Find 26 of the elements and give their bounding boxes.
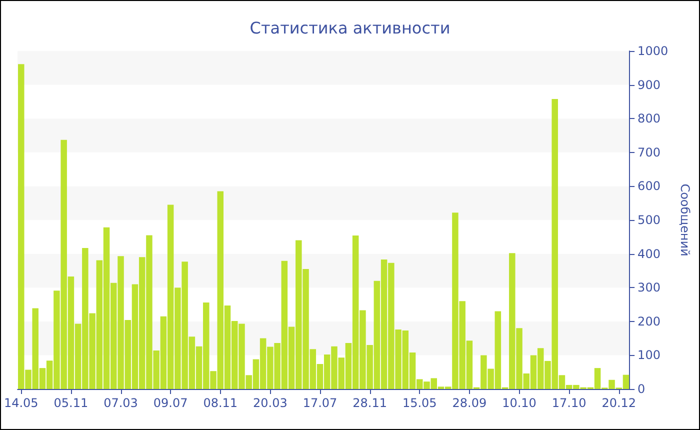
x-tick-label: 17.10: [552, 396, 586, 410]
y2-axis-title: Сообщений: [678, 184, 692, 256]
y2-tick-label: 300: [638, 280, 660, 295]
x-tick-label: 28.11: [352, 396, 387, 410]
y2-tick-label: 0: [638, 382, 646, 396]
y2-tick-label: 1000: [638, 44, 668, 58]
y2-tick-label: 200: [638, 314, 660, 328]
x-tick-label: 17.07: [302, 396, 338, 410]
x-tick-label: 10.10: [502, 396, 536, 410]
y2-tick-label: 700: [638, 145, 660, 160]
x-tick-label: 20.12: [602, 396, 636, 410]
x-tick-label: 14.05: [4, 396, 38, 410]
y2-tick-label: 500: [638, 213, 660, 227]
x-tick-label: 15.05: [402, 396, 437, 410]
y2-tick-label: 400: [638, 246, 660, 261]
x-tick-label: 28.09: [452, 396, 487, 410]
y2-tick-label: 800: [638, 112, 660, 126]
y2-tick-label: 600: [638, 179, 660, 194]
y2-tick-label: 100: [638, 348, 660, 362]
x-tick-label: 20.03: [253, 396, 288, 410]
x-tick-label: 07.03: [104, 396, 138, 410]
chart-title: Статистика активности: [250, 18, 450, 38]
y2-tick-label: 900: [638, 78, 660, 92]
x-tick-label: 08.11: [203, 396, 238, 410]
x-tick-label: 05.11: [54, 396, 88, 410]
x-tick-label: 09.07: [153, 396, 188, 410]
